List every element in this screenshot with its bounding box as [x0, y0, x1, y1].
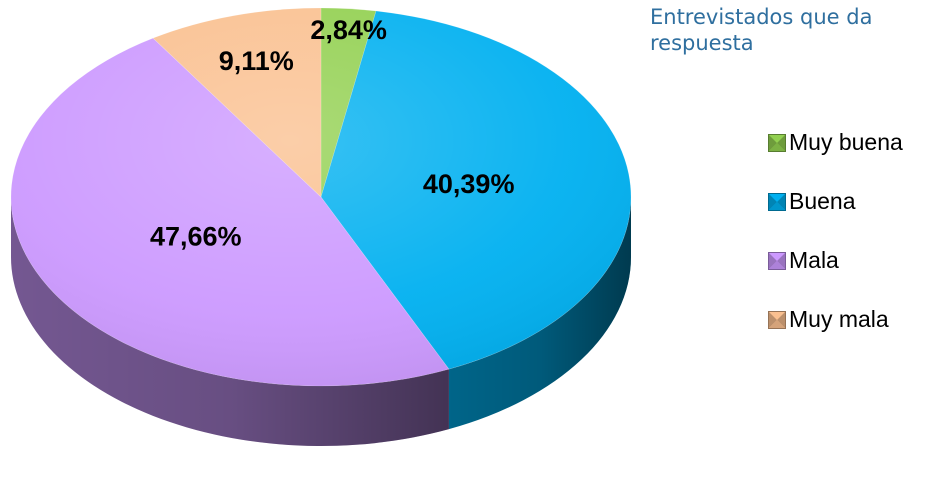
legend-label-muy-buena: Muy buena — [789, 129, 903, 155]
legend-swatch-buena — [768, 192, 786, 211]
legend: Muy buena Buena Mala Muy mala — [768, 128, 903, 334]
legend-swatch-icon-muy-mala — [768, 310, 786, 329]
pie-label-mala: 47,66% — [150, 222, 242, 252]
chart-title: Entrevistados que da respuesta — [650, 4, 949, 56]
legend-item-muy-mala: Muy mala — [768, 305, 903, 334]
legend-item-muy-buena: Muy buena — [768, 128, 903, 157]
legend-swatch-icon-buena — [768, 192, 786, 211]
pie-wall-shade-buena — [448, 197, 631, 430]
legend-item-mala: Mala — [768, 246, 903, 275]
chart-title-line-1: Entrevistados que da — [650, 5, 873, 29]
pie-labels: 2,84% 40,39% 47,66% 9,11% — [150, 15, 514, 252]
pie-side-walls — [11, 197, 631, 447]
pie-label-muy-buena: 2,84% — [310, 15, 387, 45]
pie-label-muy-mala: 9,11% — [219, 46, 294, 76]
pie-wall-shade-mala — [11, 197, 449, 447]
legend-swatch-icon-mala — [768, 251, 786, 270]
legend-label-mala: Mala — [789, 247, 839, 273]
legend-swatch-mala — [768, 251, 786, 270]
pie-chart: 2,84% 40,39% 47,66% 9,11% — [10, 7, 632, 447]
legend-item-buena: Buena — [768, 187, 903, 216]
legend-swatch-icon-muy-buena — [768, 133, 786, 152]
legend-label-muy-mala: Muy mala — [789, 306, 889, 332]
legend-label-buena: Buena — [789, 188, 856, 214]
legend-swatch-muy-buena — [768, 133, 786, 152]
chart-title-line-2: respuesta — [650, 31, 754, 55]
pie-gloss — [11, 8, 631, 386]
pie-label-buena: 40,39% — [423, 169, 515, 199]
legend-swatch-muy-mala — [768, 310, 786, 329]
